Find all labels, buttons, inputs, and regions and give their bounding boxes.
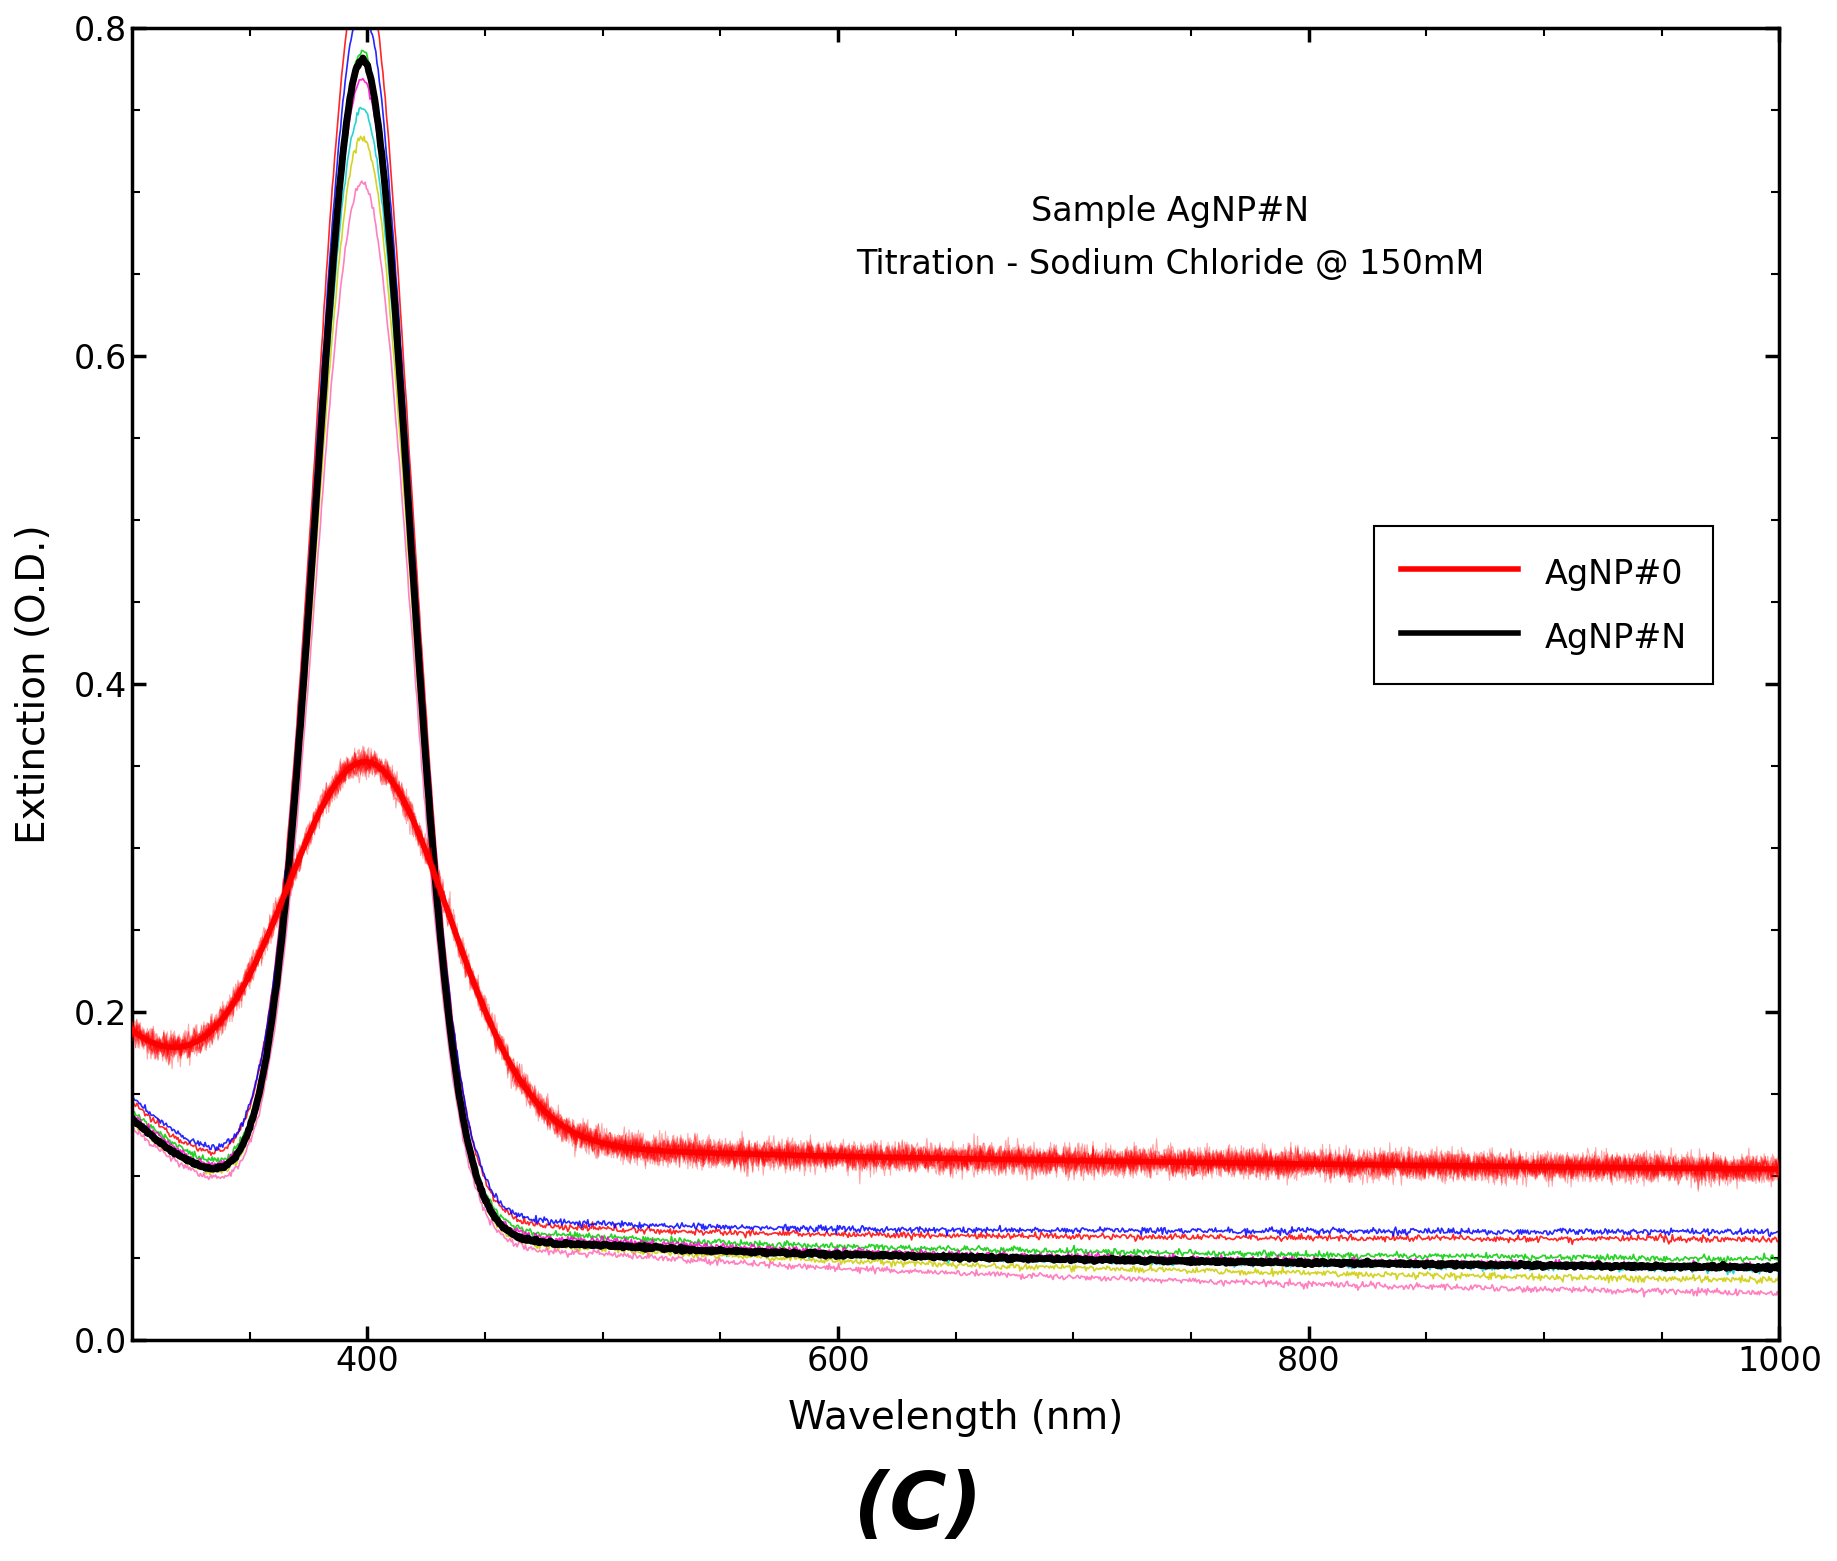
AgNP#0 xyxy=(986,1249,1009,1268)
AgNP#N xyxy=(355,752,377,771)
AgNP#N xyxy=(691,1143,713,1161)
AgNP#0 xyxy=(121,1108,143,1127)
Text: Sample AgNP#N
Titration - Sodium Chloride @ 150mM: Sample AgNP#N Titration - Sodium Chlorid… xyxy=(856,195,1484,281)
AgNP#N xyxy=(522,1088,544,1107)
Text: (C): (C) xyxy=(854,1469,983,1545)
AgNP#N xyxy=(1459,1157,1481,1175)
AgNP#N xyxy=(986,1150,1009,1169)
AgNP#N xyxy=(1769,1160,1791,1179)
AgNP#0 xyxy=(884,1247,906,1266)
AgNP#0 xyxy=(1760,1260,1782,1278)
Y-axis label: Extinction (O.D.): Extinction (O.D.) xyxy=(15,524,53,845)
AgNP#0 xyxy=(1769,1260,1791,1278)
AgNP#0 xyxy=(1745,1260,1767,1278)
AgNP#N xyxy=(884,1147,906,1166)
AgNP#0 xyxy=(1459,1257,1481,1275)
AgNP#0 xyxy=(522,1230,544,1249)
AgNP#N xyxy=(121,1021,143,1040)
X-axis label: Wavelength (nm): Wavelength (nm) xyxy=(788,1399,1124,1436)
AgNP#N xyxy=(1745,1160,1767,1179)
AgNP#0 xyxy=(691,1241,713,1260)
Line: AgNP#N: AgNP#N xyxy=(132,762,1780,1169)
Legend: AgNP#0, AgNP#N: AgNP#0, AgNP#N xyxy=(1374,526,1714,684)
AgNP#0 xyxy=(353,48,375,67)
Line: AgNP#0: AgNP#0 xyxy=(132,58,1780,1269)
